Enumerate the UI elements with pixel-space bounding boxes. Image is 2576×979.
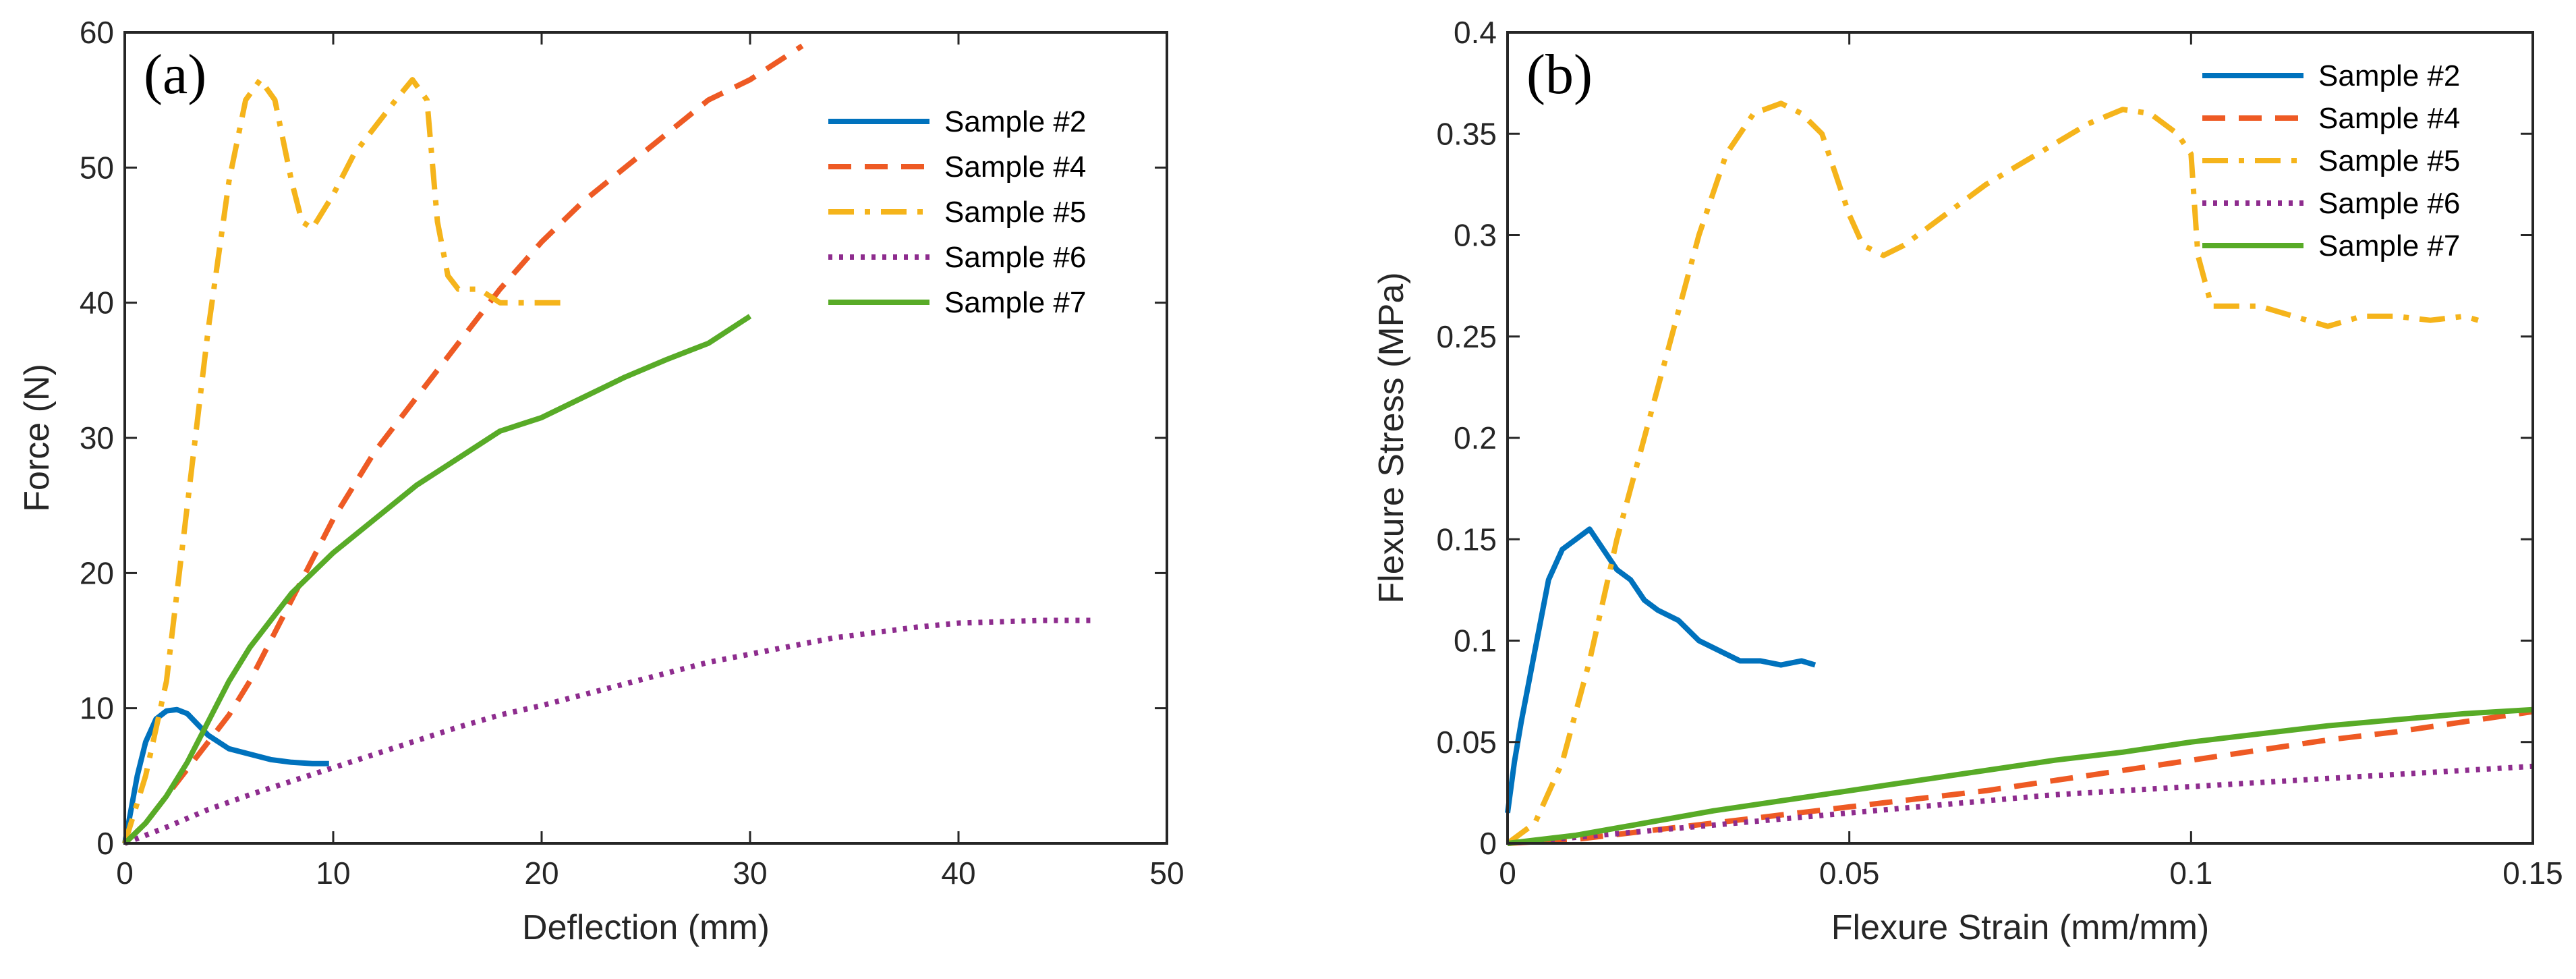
x-tick-label: 30 [733, 856, 767, 891]
series-group [1505, 101, 2534, 846]
x-tick-label: 20 [524, 856, 559, 891]
series-line-sample-4 [1507, 708, 2534, 846]
series-line-sample-6 [1507, 763, 2534, 846]
legend-entry: Sample #7 [2318, 229, 2460, 262]
panel-label: (b) [1526, 43, 1593, 106]
series-group [122, 43, 1094, 846]
legend-entry: Sample #5 [2318, 144, 2460, 177]
legend-entry: Sample #4 [2318, 102, 2460, 135]
legend: Sample #2 Sample #4 Sample #5 Sample #6 Samp… [2202, 59, 2460, 262]
y-tick-label: 40 [80, 285, 114, 320]
y-tick-label: 0.05 [1436, 725, 1497, 760]
panel-label: (a) [144, 43, 206, 106]
series-line-sample-7 [123, 314, 752, 845]
legend: Sample #2 Sample #4 Sample #5 Sample #6 Samp… [828, 105, 1086, 319]
series-line-sample-5 [1506, 101, 2480, 846]
x-axis-label: Flexure Strain (mm/mm) [1831, 908, 2209, 947]
y-tick-label: 0.1 [1454, 623, 1497, 659]
y-tick-label: 0.2 [1454, 420, 1497, 455]
legend-entry: Sample #5 [944, 196, 1086, 229]
y-tick-label: 50 [80, 150, 114, 185]
series-line-sample-7 [1507, 706, 2534, 846]
series-line-sample-2 [1505, 526, 1816, 814]
y-axis-label: Flexure Stress (MPa) [1372, 272, 1411, 603]
y-tick-label: 0 [96, 826, 114, 861]
x-axis-label: Deflection (mm) [522, 908, 770, 947]
x-tick-label: 0.15 [2502, 856, 2563, 891]
x-tick-label: 0.05 [1819, 856, 1880, 891]
panel-a: 0 10 20 30 40 50 0 10 20 30 40 50 60 Deflection (mm) F… [18, 15, 1184, 947]
panel-b: 0 0.05 0.1 0.15 0 0.05 0.1 0.15 0.2 0.25 0.3 0.35 0.… [1372, 15, 2563, 947]
legend-entry: Sample #6 [2318, 187, 2460, 220]
x-tick-label: 0 [116, 856, 134, 891]
y-tick-label: 60 [80, 15, 114, 50]
x-tick-label: 0.1 [2169, 856, 2212, 891]
y-tick-label: 30 [80, 420, 114, 455]
legend-entry: Sample #4 [944, 150, 1086, 184]
x-tick-label: 0 [1499, 856, 1516, 891]
series-line-sample-6 [123, 617, 1094, 846]
x-tick-label: 10 [316, 856, 350, 891]
series-line-sample-5 [122, 77, 563, 845]
x-tick-label: 50 [1149, 856, 1184, 891]
legend-entry: Sample #6 [944, 241, 1086, 274]
y-tick-label: 0.25 [1436, 319, 1497, 354]
y-tick-label: 0.4 [1454, 15, 1497, 50]
y-tick-label: 0 [1479, 826, 1497, 861]
series-line-sample-4 [123, 43, 804, 845]
y-axis-label: Force (N) [18, 364, 57, 512]
legend-entry: Sample #2 [944, 105, 1086, 138]
legend-entry: Sample #7 [944, 286, 1086, 319]
y-tick-label: 20 [80, 555, 114, 590]
y-tick-label: 10 [80, 691, 114, 726]
y-tick-label: 0.3 [1454, 218, 1497, 253]
legend-entry: Sample #2 [2318, 59, 2460, 92]
y-tick-label: 0.15 [1436, 522, 1497, 557]
y-tick-label: 0.35 [1436, 116, 1497, 151]
x-tick-label: 40 [941, 856, 975, 891]
series-line-sample-2 [122, 706, 329, 844]
